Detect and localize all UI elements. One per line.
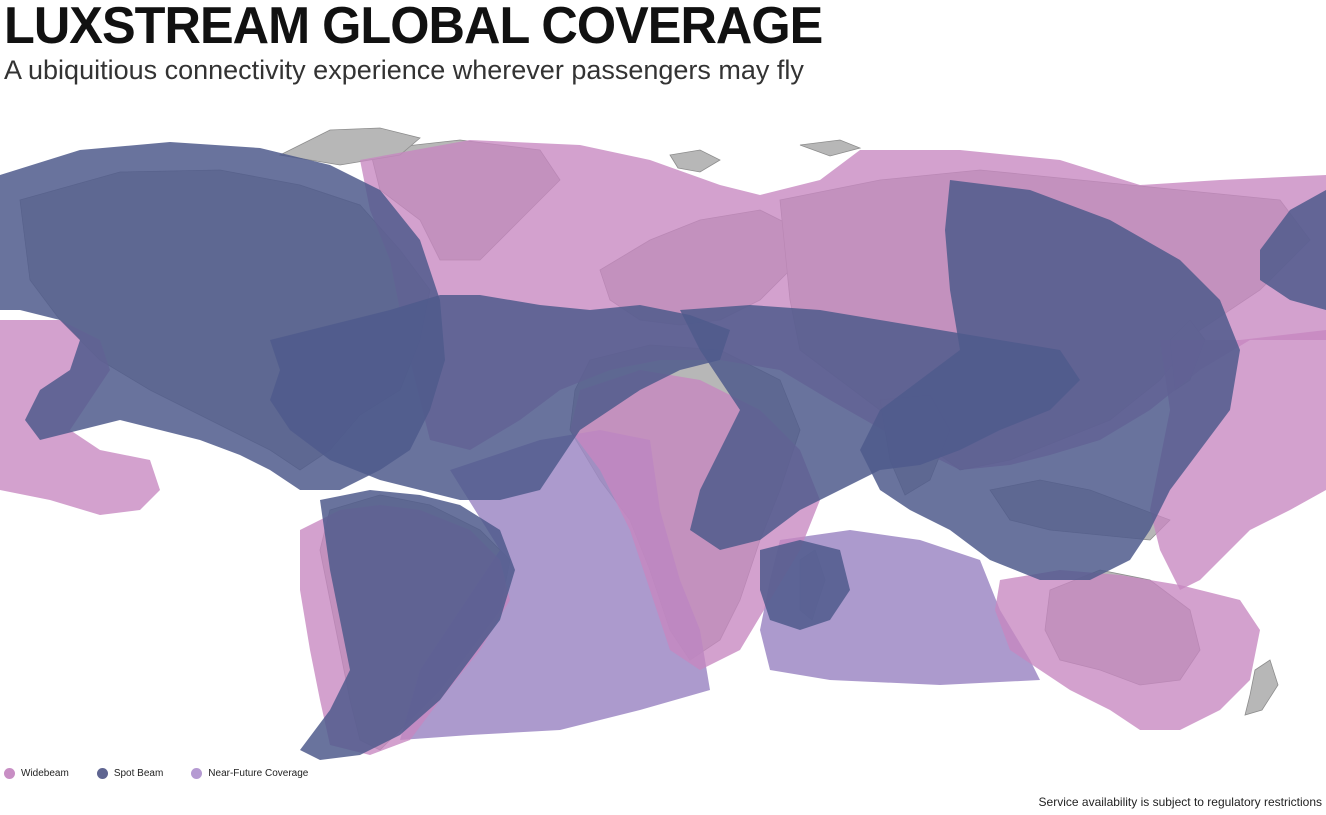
legend-item-spot-beam: Spot Beam [96,768,164,779]
svalbard-land [669,149,721,173]
south-america-spot-beam [300,490,515,760]
franz-josef-land [799,139,862,157]
spot-beam-layer [0,142,1326,760]
page-subtitle: A ubiquitious connectivity experience wh… [4,55,804,85]
new-zealand-land [1244,659,1279,716]
legend-label: Widebeam [21,768,69,779]
east-africa-spot-beam [760,540,850,630]
australia-widebeam [995,570,1260,730]
pacific-east-widebeam [0,320,160,515]
legend-item-near-future: Near-Future Coverage [191,768,308,779]
transatlantic-spot-beam [270,295,730,500]
page-title: LUXSTREAM GLOBAL COVERAGE [4,0,823,55]
map-legend: Widebeam Spot Beam Near-Future Coverage [4,768,308,779]
legend-item-widebeam: Widebeam [4,768,69,779]
far-east-spot-beam [1260,190,1326,310]
footnote: Service availability is subject to regul… [1038,795,1322,809]
near-future-swatch [191,768,203,779]
legend-label: Spot Beam [113,768,164,779]
coverage-map [0,127,1326,760]
spot-beam-swatch [96,768,108,779]
widebeam-swatch [4,768,15,779]
legend-label: Near-Future Coverage [208,768,309,779]
asia-pacific-spot-beam [860,180,1240,580]
